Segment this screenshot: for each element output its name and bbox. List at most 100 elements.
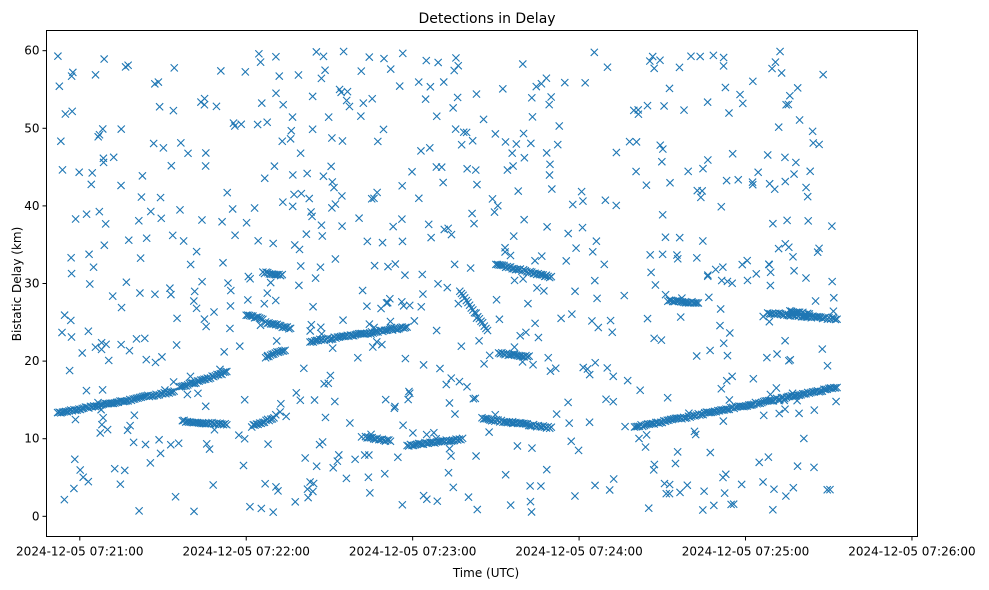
y-tick-label: 10: [24, 432, 39, 446]
detection-marker: [823, 485, 832, 494]
detection-marker: [226, 286, 235, 295]
detection-marker: [771, 58, 780, 67]
detection-marker: [306, 477, 315, 486]
detection-marker: [183, 390, 192, 399]
detection-marker: [108, 292, 117, 301]
detection-marker: [717, 276, 726, 285]
detection-marker: [545, 171, 554, 180]
x-axis-title: Time (UTC): [452, 566, 519, 580]
x-tick-label: 2024-12-05 07:23:00: [349, 545, 476, 559]
detection-marker: [184, 149, 193, 158]
detection-marker: [429, 428, 438, 437]
detection-marker: [519, 129, 528, 138]
detection-marker: [385, 294, 394, 303]
detection-marker: [130, 411, 139, 420]
detection-marker: [147, 391, 156, 400]
detection-marker: [462, 128, 471, 137]
detection-marker: [541, 271, 550, 280]
detection-marker: [724, 109, 733, 118]
detection-marker: [310, 396, 319, 405]
detection-marker: [708, 408, 717, 416]
detection-marker: [793, 462, 802, 471]
detection-marker: [529, 360, 538, 369]
detection-marker: [190, 287, 199, 296]
detection-marker: [612, 148, 621, 157]
detection-marker: [475, 336, 484, 345]
detection-marker: [437, 163, 446, 172]
detection-marker: [525, 352, 534, 361]
detection-marker: [510, 343, 519, 352]
detection-marker: [61, 407, 70, 416]
detection-marker: [360, 451, 369, 460]
detection-marker: [290, 190, 299, 199]
detection-marker: [471, 166, 480, 175]
x-tick-label: 2024-12-05 07:21:00: [16, 545, 143, 559]
detection-marker: [82, 210, 91, 219]
detection-marker: [672, 251, 681, 260]
detection-marker: [519, 274, 528, 283]
detection-marker: [168, 231, 177, 240]
detection-marker: [69, 484, 78, 493]
detection-marker: [55, 82, 64, 91]
detection-marker: [457, 140, 466, 149]
detection-marker: [422, 56, 431, 65]
detection-marker: [166, 440, 175, 449]
detection-marker: [675, 63, 684, 72]
detection-marker: [463, 382, 471, 391]
detection-marker: [651, 281, 660, 289]
detection-marker: [319, 52, 328, 61]
detection-marker: [739, 402, 748, 411]
detection-marker: [785, 91, 794, 100]
detection-marker: [825, 485, 834, 494]
detection-marker: [324, 379, 333, 388]
detection-marker: [281, 346, 290, 355]
detection-marker: [342, 96, 351, 105]
detection-marker: [774, 244, 783, 253]
detection-marker: [288, 113, 297, 122]
detection-marker: [284, 324, 293, 333]
detection-marker: [694, 298, 703, 307]
detection-marker: [174, 439, 183, 448]
detection-marker: [263, 118, 272, 127]
detection-marker: [75, 168, 84, 177]
detection-marker: [531, 319, 540, 328]
detection-marker: [488, 194, 497, 203]
detection-marker: [142, 234, 151, 243]
x-tick-label: 2024-12-05 07:24:00: [515, 545, 642, 559]
detection-marker: [276, 408, 285, 416]
detection-marker: [803, 309, 812, 318]
detection-marker: [328, 344, 337, 353]
detection-marker: [85, 250, 94, 259]
y-tick-label: 50: [24, 121, 39, 135]
detection-marker: [318, 231, 327, 240]
detection-marker: [781, 405, 790, 414]
detection-marker: [254, 236, 263, 245]
detection-marker: [773, 350, 782, 359]
detection-marker: [833, 315, 842, 324]
detection-marker: [91, 402, 100, 411]
detection-marker: [632, 137, 641, 146]
detection-marker: [650, 460, 659, 469]
detection-marker: [307, 207, 316, 216]
detection-marker: [722, 405, 731, 414]
detection-marker: [365, 488, 374, 497]
detection-marker: [408, 167, 417, 176]
detection-marker: [819, 70, 828, 79]
detection-marker: [539, 286, 548, 295]
detection-marker: [590, 48, 599, 57]
detection-marker: [536, 482, 545, 491]
detection-marker: [642, 430, 651, 439]
detection-marker: [65, 366, 74, 375]
detection-marker: [98, 385, 107, 394]
detection-marker: [765, 317, 774, 326]
detection-marker: [545, 100, 554, 109]
detection-marker: [722, 376, 731, 385]
detection-marker: [208, 372, 217, 381]
detection-marker: [509, 162, 518, 171]
detection-marker: [282, 412, 291, 421]
detection-marker: [705, 408, 714, 417]
detection-marker: [373, 188, 382, 197]
detection-marker: [302, 230, 311, 239]
detection-marker: [439, 178, 448, 187]
detection-marker: [296, 396, 305, 405]
